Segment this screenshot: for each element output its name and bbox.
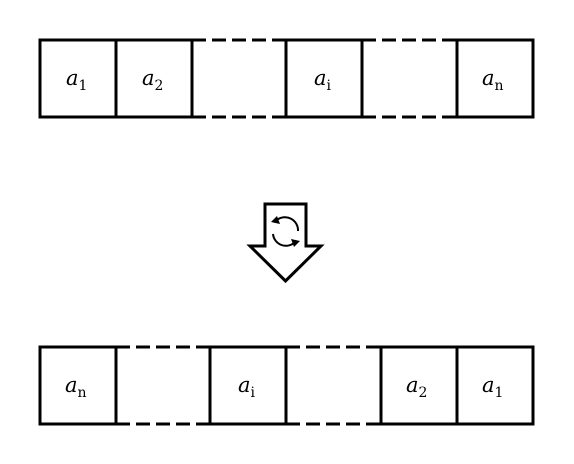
top-cell-6	[455, 38, 535, 119]
bottom-label-5: a2	[406, 373, 427, 401]
bottom-label-3: ai	[238, 373, 256, 401]
reverse-cycle-icon	[271, 216, 300, 247]
top-label-4: ai	[314, 66, 332, 94]
bottom-label-6: a1	[482, 373, 503, 401]
bottom-cell-3	[208, 345, 288, 426]
top-gap-2	[362, 38, 457, 119]
bottom-array: an ai a2 a1	[38, 345, 535, 426]
bottom-label-1: an	[65, 373, 87, 401]
bottom-gap-2	[286, 345, 381, 426]
top-array: a1 a2 ai an	[38, 38, 535, 119]
top-gap-1	[192, 38, 286, 119]
down-arrow-icon	[246, 202, 325, 284]
top-label-1: a1	[66, 66, 87, 94]
top-cell-4	[284, 38, 364, 119]
top-label-2: a2	[142, 66, 163, 94]
reverse-arrow	[246, 202, 325, 284]
bottom-gap-1	[116, 345, 210, 426]
top-label-6: an	[482, 66, 504, 94]
bottom-cell-1	[38, 345, 118, 426]
bottom-cell-6	[455, 345, 535, 426]
top-cell-2	[114, 38, 194, 119]
